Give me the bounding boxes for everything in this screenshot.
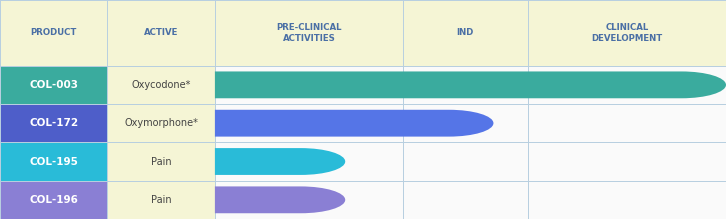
FancyBboxPatch shape (215, 181, 403, 219)
FancyBboxPatch shape (528, 142, 726, 181)
FancyBboxPatch shape (215, 142, 403, 181)
FancyBboxPatch shape (107, 142, 215, 181)
FancyBboxPatch shape (0, 181, 107, 219)
FancyBboxPatch shape (403, 104, 528, 142)
FancyBboxPatch shape (0, 66, 107, 104)
FancyBboxPatch shape (0, 0, 726, 66)
Text: IND: IND (457, 28, 474, 37)
Text: COL-172: COL-172 (29, 118, 78, 128)
Text: Oxycodone*: Oxycodone* (131, 80, 191, 90)
Text: Pain: Pain (151, 157, 171, 166)
PathPatch shape (215, 110, 494, 137)
FancyBboxPatch shape (403, 66, 528, 104)
FancyBboxPatch shape (403, 181, 528, 219)
FancyBboxPatch shape (107, 66, 215, 104)
Text: Oxymorphone*: Oxymorphone* (124, 118, 198, 128)
Text: CLINICAL
DEVELOPMENT: CLINICAL DEVELOPMENT (591, 23, 663, 43)
Text: Pain: Pain (151, 195, 171, 205)
FancyBboxPatch shape (528, 104, 726, 142)
FancyBboxPatch shape (403, 142, 528, 181)
FancyBboxPatch shape (0, 104, 107, 142)
FancyBboxPatch shape (107, 104, 215, 142)
PathPatch shape (215, 186, 346, 213)
FancyBboxPatch shape (0, 142, 107, 181)
PathPatch shape (215, 71, 726, 98)
Text: COL-195: COL-195 (29, 157, 78, 166)
Text: PRE-CLINICAL
ACTIVITIES: PRE-CLINICAL ACTIVITIES (276, 23, 342, 43)
FancyBboxPatch shape (215, 104, 403, 142)
Text: PRODUCT: PRODUCT (30, 28, 77, 37)
Text: ACTIVE: ACTIVE (144, 28, 179, 37)
FancyBboxPatch shape (107, 181, 215, 219)
FancyBboxPatch shape (528, 181, 726, 219)
PathPatch shape (215, 148, 346, 175)
FancyBboxPatch shape (215, 66, 403, 104)
FancyBboxPatch shape (528, 66, 726, 104)
Text: COL-003: COL-003 (29, 80, 78, 90)
Text: COL-196: COL-196 (29, 195, 78, 205)
